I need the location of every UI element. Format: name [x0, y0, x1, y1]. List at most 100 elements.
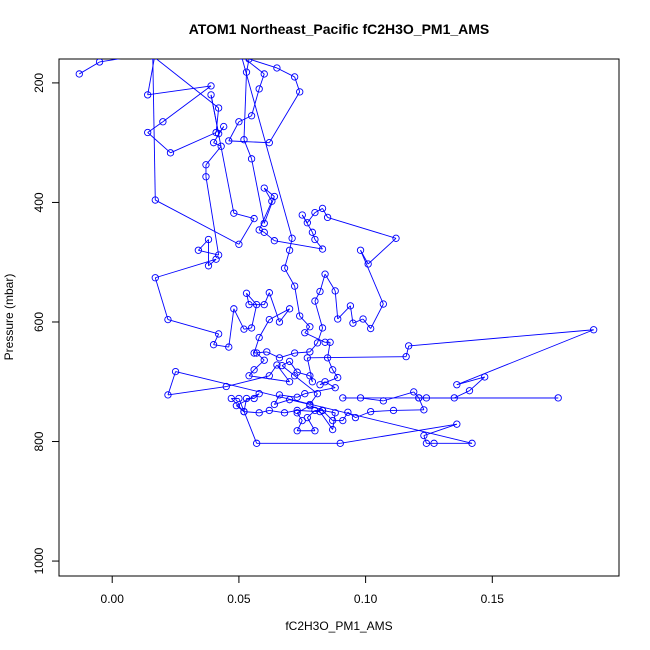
- data-point: [329, 366, 337, 374]
- series-line-segment: [418, 397, 425, 411]
- data-point: [316, 287, 324, 296]
- series-line-segment: [322, 409, 336, 414]
- series-line-segment: [297, 409, 321, 413]
- data-point: [214, 251, 223, 259]
- data-point: [202, 173, 210, 181]
- series-line-segment: [456, 329, 594, 386]
- data-point: [150, 59, 155, 60]
- series-line-segment: [162, 85, 212, 123]
- data-point: [225, 137, 233, 145]
- data-point: [222, 382, 230, 391]
- data-point: [323, 354, 332, 362]
- x-tick-label: 0.00: [101, 592, 125, 606]
- data-point: [240, 325, 248, 333]
- data-point: [329, 416, 337, 425]
- data-point: [255, 333, 263, 342]
- data-point: [144, 91, 152, 99]
- series-line-segment: [152, 59, 156, 201]
- data-point: [275, 318, 284, 326]
- series-line-segment: [208, 258, 217, 267]
- series-line-segment: [454, 390, 470, 399]
- data-point: [301, 390, 309, 398]
- series-line-segment: [246, 293, 250, 305]
- series-line-segment: [248, 369, 255, 377]
- series-line-segment: [306, 417, 316, 431]
- data-point: [405, 342, 413, 350]
- series-line-segment: [210, 94, 220, 134]
- data-point: [291, 349, 299, 357]
- series-line-segment: [238, 398, 258, 444]
- x-axis: 0.00 0.05 0.10 0.15: [101, 575, 504, 606]
- series-line-segment: [253, 359, 265, 371]
- series-line-segment: [251, 304, 258, 329]
- series-line-segment: [370, 409, 394, 413]
- series-line-segment: [266, 351, 280, 359]
- data-point: [240, 136, 248, 144]
- data-point: [293, 368, 301, 376]
- data-point: [389, 406, 398, 415]
- series-line-segment: [215, 107, 220, 133]
- data-point: [265, 372, 273, 380]
- series-line-segment: [456, 376, 485, 386]
- data-point: [152, 50, 158, 56]
- data-point: [247, 155, 256, 163]
- series-line-segment: [314, 239, 323, 250]
- data-point: [151, 274, 159, 282]
- series-line-segment: [155, 59, 219, 109]
- series-line-segment: [233, 308, 245, 330]
- data-point: [265, 406, 273, 415]
- data-point: [265, 315, 273, 324]
- series-line-segment: [296, 412, 303, 421]
- data-point: [247, 324, 256, 332]
- data-point: [311, 235, 319, 244]
- data-point: [273, 361, 281, 369]
- series-line-segment: [243, 327, 252, 330]
- data-point: [245, 300, 253, 309]
- data-point: [194, 246, 203, 254]
- series-line-segment: [246, 292, 257, 305]
- data-point: [296, 312, 304, 320]
- data-point: [209, 139, 218, 147]
- data-point: [275, 354, 284, 362]
- series-line-segment: [259, 410, 270, 414]
- data-point: [453, 420, 461, 428]
- data-point: [323, 213, 332, 222]
- data-point: [318, 245, 327, 253]
- series-line-segment: [311, 232, 316, 240]
- data-point: [308, 228, 317, 236]
- series-line-segment: [213, 344, 229, 348]
- data-point: [242, 394, 251, 403]
- data-point: [151, 196, 159, 204]
- series-line-segment: [289, 238, 293, 251]
- data-point: [453, 381, 461, 389]
- data-point: [164, 391, 172, 399]
- data-point: [202, 161, 210, 169]
- series-line-segment: [314, 291, 321, 302]
- data-point: [207, 91, 215, 99]
- series-line-segment: [167, 319, 219, 335]
- data-point: [252, 439, 261, 447]
- data-point: [293, 406, 301, 415]
- series-line-segment: [256, 352, 265, 361]
- series-line-segment: [370, 303, 384, 329]
- series-line-segment: [274, 399, 290, 405]
- y-tick-label: 200: [32, 73, 46, 93]
- data-point: [255, 390, 263, 398]
- series-line-segment: [327, 216, 397, 239]
- series-line-segment: [228, 140, 270, 144]
- series-line-segment: [205, 176, 220, 256]
- data-point: [351, 413, 360, 422]
- data-point: [270, 192, 279, 201]
- series-line-segment: [279, 308, 290, 323]
- series-line-segment: [413, 391, 420, 399]
- x-tick-label: 0.05: [227, 592, 251, 606]
- data-point: [308, 378, 317, 386]
- data-point: [214, 104, 223, 112]
- series-line-segment: [289, 361, 298, 373]
- data-point: [306, 402, 314, 410]
- data-point: [245, 372, 253, 380]
- data-point: [260, 184, 268, 192]
- series-line-segment: [327, 357, 334, 370]
- series-line-segment: [299, 315, 311, 328]
- data-point: [217, 142, 225, 150]
